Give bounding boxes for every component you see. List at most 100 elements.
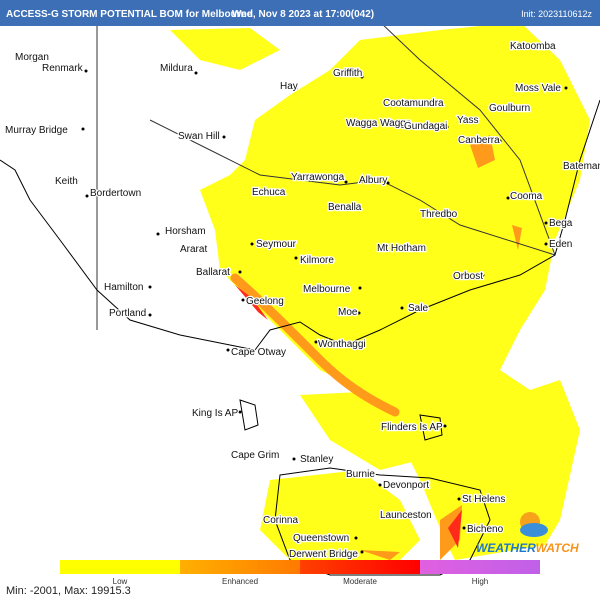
place-label: Orbost: [453, 271, 483, 282]
legend-label: Moderate: [343, 577, 377, 586]
island-coast: [239, 399, 443, 441]
logo-cloud: [520, 523, 548, 537]
place-dot: [241, 298, 245, 302]
place-label: Wonthaggi: [318, 339, 366, 350]
place-dot: [481, 273, 485, 277]
place-dot: [30, 58, 34, 62]
place-label: Katoomba: [510, 41, 556, 52]
place-label: Derwent Bridge: [289, 549, 358, 560]
place-dot: [551, 45, 555, 49]
logo-part: WATCH: [536, 541, 579, 555]
place-label: Renmark: [42, 63, 84, 74]
place-dot: [203, 247, 207, 251]
storm-areas: [170, 22, 590, 560]
place-dot: [156, 232, 160, 236]
place-dot: [314, 340, 318, 344]
place-label: King Is AP: [192, 408, 238, 419]
place-dot: [360, 75, 364, 79]
enhanced-area: [230, 273, 400, 417]
place-dot: [523, 106, 527, 110]
place-dot: [75, 179, 79, 183]
place-dot: [194, 71, 198, 75]
place-dot: [431, 101, 435, 105]
place-label: Moe: [338, 307, 358, 318]
place-dot: [426, 513, 430, 517]
low-area: [170, 28, 280, 70]
place-label: Wagga Wagga: [346, 118, 412, 129]
place-label: Cooma: [510, 191, 543, 202]
place-label: Sale: [408, 303, 428, 314]
coastline: [0, 99, 600, 351]
place-dot: [295, 517, 299, 521]
place-label: Mildura: [160, 63, 193, 74]
state-border: [149, 119, 556, 256]
place-label: Launceston: [380, 510, 432, 521]
place-dot: [292, 457, 296, 461]
place-label: Griffith: [333, 68, 362, 79]
place-label: Keith: [55, 176, 78, 187]
place-label: Canberra: [458, 135, 500, 146]
place-dot: [344, 180, 348, 184]
place-dot: [238, 410, 242, 414]
place-dot: [81, 127, 85, 131]
place-dot: [378, 483, 382, 487]
place-dot: [294, 256, 298, 260]
legend-label: Enhanced: [222, 577, 258, 586]
place-label: Thredbo: [420, 209, 458, 220]
place-label: Horsham: [165, 226, 206, 237]
place-dot: [272, 452, 276, 456]
low-area: [300, 392, 420, 470]
place-label: Stanley: [300, 454, 333, 465]
place-label: Portland: [109, 308, 146, 319]
footer-stats: Min: -2001, Max: 19915.3: [6, 585, 131, 597]
legend-label: High: [472, 577, 488, 586]
place-label: Gundagai: [404, 121, 447, 132]
place-label: Bega: [549, 218, 573, 229]
place-dot: [457, 497, 461, 501]
place-dot: [498, 139, 502, 143]
place-dot: [222, 135, 226, 139]
place-label: Cape Otway: [231, 347, 286, 358]
place-label: Swan Hill: [178, 131, 220, 142]
place-dot: [84, 69, 88, 73]
place-dot: [148, 313, 152, 317]
place-label: Devonport: [383, 480, 429, 491]
place-label: Murray Bridge: [5, 125, 68, 136]
legend: Low Enhanced Moderate High: [113, 577, 489, 586]
place-label: Hamilton: [104, 282, 143, 293]
low-area: [260, 470, 420, 560]
place-dot: [443, 424, 447, 428]
place-label: Bicheno: [467, 524, 504, 535]
place-label: Cootamundra: [383, 98, 444, 109]
place-dot: [357, 311, 361, 315]
place-dot: [445, 125, 449, 129]
place-label: Eden: [549, 239, 572, 250]
place-label: Geelong: [246, 296, 284, 307]
place-dot: [280, 189, 284, 193]
place-label: Morgan: [15, 52, 49, 63]
place-label: Ararat: [180, 244, 207, 255]
place-dot: [226, 348, 230, 352]
header-valid: Wed, Nov 8 2023 at 17:00(042): [232, 9, 374, 20]
place-dot: [544, 221, 548, 225]
header-title: ACCESS-G STORM POTENTIAL BOM for Melbour…: [6, 9, 253, 20]
place-label: Cape Grim: [231, 450, 279, 461]
place-dot: [416, 245, 420, 249]
place-label: Flinders Is AP: [381, 422, 443, 433]
place-label: Albury: [359, 175, 387, 186]
place-label: Mt Hotham: [377, 243, 426, 254]
place-dot: [506, 196, 510, 200]
place-dot: [354, 536, 358, 540]
place-dot: [588, 164, 592, 168]
place-dot: [358, 286, 362, 290]
place-dot: [544, 242, 548, 246]
place-label: Hay: [280, 81, 298, 92]
place-dot: [400, 306, 404, 310]
place-dot: [475, 117, 479, 121]
place-dot: [238, 270, 242, 274]
place-dot: [564, 86, 568, 90]
place-dot: [369, 472, 373, 476]
place-label: Moss Vale: [515, 83, 561, 94]
